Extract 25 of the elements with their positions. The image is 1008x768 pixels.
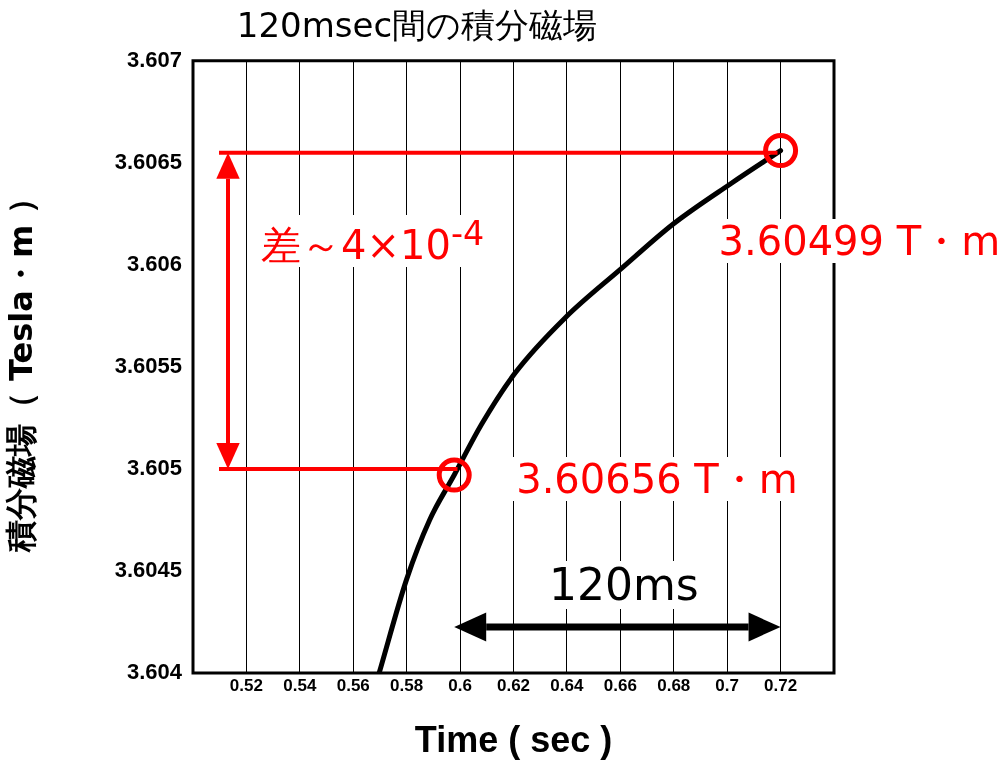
x-axis-title: Time ( sec ) xyxy=(414,719,613,761)
y-tick-label: 3.6055 xyxy=(114,352,182,378)
x-tick-label: 0.72 xyxy=(764,675,798,695)
annotation: 120ms xyxy=(545,559,703,610)
x-tick-label: 0.56 xyxy=(336,675,370,695)
x-tick-label: 0.6 xyxy=(448,675,472,695)
annotation: 3.60499 T・m xyxy=(714,217,1005,264)
chart-title: 120msec間の積分磁場 xyxy=(236,5,598,46)
y-tick-label: 3.606 xyxy=(126,250,182,276)
x-tick-label: 0.66 xyxy=(603,675,637,695)
x-tick-label: 0.54 xyxy=(283,675,317,695)
y-tick-label: 3.607 xyxy=(126,46,182,72)
x-tick-label: 0.52 xyxy=(229,675,263,695)
x-tick-label: 0.58 xyxy=(390,675,424,695)
annotation: 差～4×10$^{-4}$ xyxy=(257,213,489,269)
y-tick-label: 3.604 xyxy=(126,659,183,685)
x-tick-label: 0.62 xyxy=(496,675,531,695)
x-tick-label: 0.68 xyxy=(657,675,691,695)
y-tick-label: 3.6065 xyxy=(114,148,182,174)
y-tick-label: 3.6045 xyxy=(114,557,182,583)
y-axis-title: 積分磁場（ Tesla・m ） xyxy=(1,181,40,554)
x-tick-label: 0.7 xyxy=(715,675,739,695)
x-tick-label: 0.64 xyxy=(550,675,584,695)
annotation: 3.60656 T・m xyxy=(512,456,802,503)
y-tick-label: 3.605 xyxy=(126,455,182,480)
